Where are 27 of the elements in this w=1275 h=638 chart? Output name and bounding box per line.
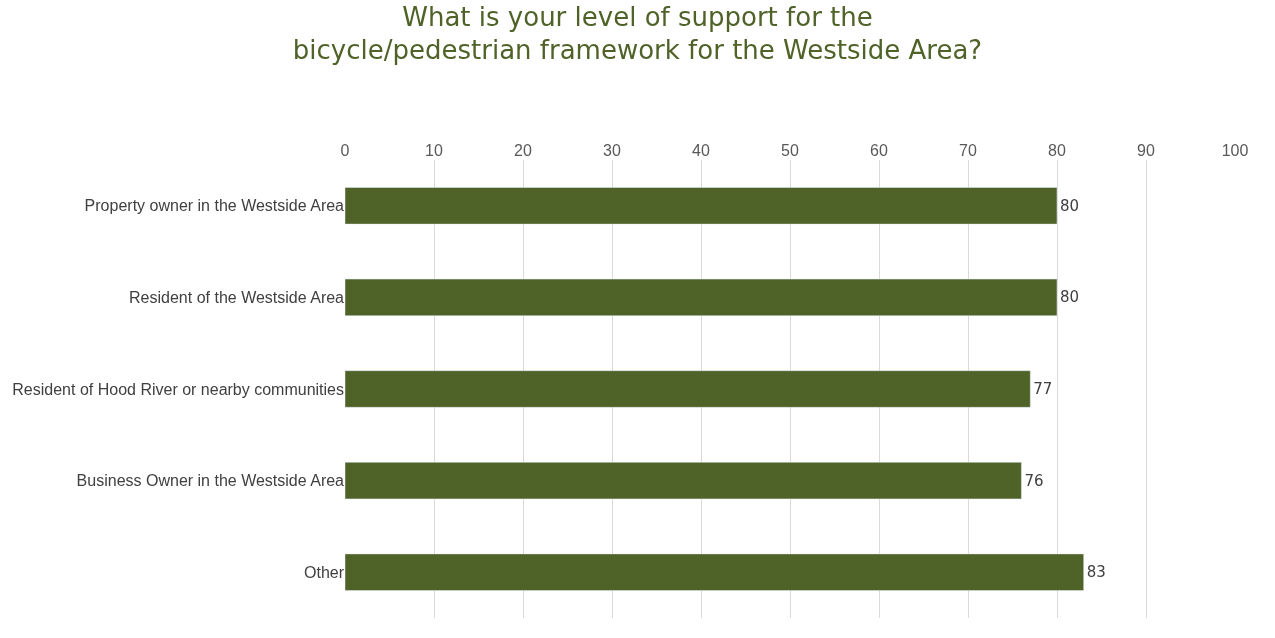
y-tick-label: Property owner in the Westside Area [84,197,345,215]
data-label: 77 [1033,380,1053,398]
x-tick-label: 20 [514,141,532,159]
y-tick-label: Resident of the Westside Area [129,289,345,306]
bar [345,462,1022,500]
y-tick-label: Other [303,563,345,581]
x-tick-label: 70 [959,141,977,159]
data-label: 80 [1060,288,1080,307]
x-tick-label: 0 [340,141,350,159]
x-tick-label: 10 [425,141,443,159]
x-tick-label: 80 [1048,141,1066,159]
x-tick-label: 30 [603,141,621,159]
bar [345,370,1031,408]
data-label: 80 [1060,196,1080,215]
x-tick-label: 90 [1137,141,1155,159]
bar [345,278,1058,316]
data-label: 83 [1086,563,1106,582]
bar [345,553,1084,591]
data-label: 76 [1024,471,1044,490]
y-tick-label: Business Owner in the Westside Area [76,472,345,490]
x-tick-label: 40 [692,141,710,159]
bar [345,187,1058,225]
y-tick-label: Resident of Hood River or nearby communities [12,380,344,398]
x-tick-label: 50 [781,141,799,159]
x-tick-label: 100 [1221,141,1249,159]
chart-title: What is your level of support for the bicycle/pedestrian framework for the Westside Area? [292,1,983,66]
x-tick-label: 60 [870,141,888,159]
